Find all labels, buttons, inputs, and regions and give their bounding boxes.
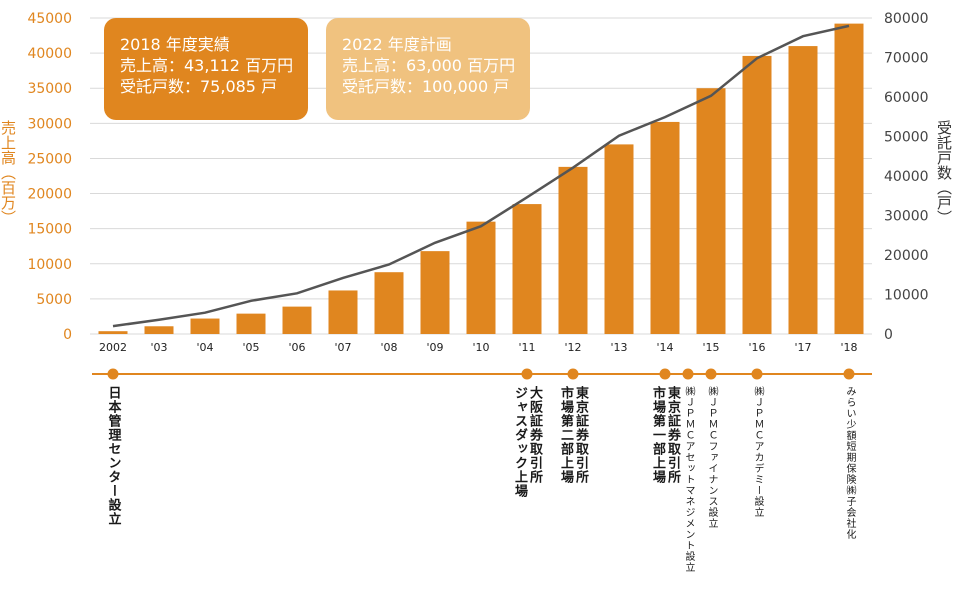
timeline-dot	[521, 368, 533, 380]
bar	[834, 23, 864, 335]
bar	[512, 204, 542, 334]
bar	[236, 313, 266, 334]
y-tick-left: 45000	[27, 11, 72, 27]
y-tick-right: 60000	[884, 90, 929, 106]
x-tick: '03	[150, 341, 167, 354]
x-tick: '18	[840, 341, 857, 354]
y-tick-right: 70000	[884, 51, 929, 67]
bar	[374, 272, 404, 334]
y-tick-left: 5000	[36, 292, 72, 308]
y-tick-left: 30000	[27, 116, 72, 132]
timeline-dot	[107, 368, 119, 380]
x-tick: '09	[426, 341, 443, 354]
timeline-event-label: ㈱ＪＰＭＣアセットマネジメント設立	[683, 386, 694, 573]
y-axis-title-right: 受託戸数（戸）	[935, 120, 953, 225]
bar	[604, 144, 634, 334]
plan-card: 2022 年度計画 売上高：63,000 百万円 受託戸数：100,000 戸	[326, 18, 530, 120]
y-tick-right: 10000	[884, 288, 929, 304]
y-tick-left: 25000	[27, 151, 72, 167]
timeline-event-label: ㈱ＪＰＭＣアカデミー設立	[752, 386, 763, 518]
x-axis: 2002 '03 '04 '05 '06 '07 '08 '09 '10 '11 '12 '13 '14…	[99, 341, 858, 354]
actual-card-title: 2018 年度実績	[120, 35, 230, 54]
timeline-dot	[705, 368, 717, 380]
x-tick: '12	[564, 341, 581, 354]
y-axis-left: 0 5000 10000 15000 20000 25000 30000 35000 40000…	[27, 11, 72, 343]
x-tick: '16	[748, 341, 765, 354]
bar	[282, 306, 312, 334]
x-tick: '08	[380, 341, 397, 354]
timeline-event-label: 東京証券取引所 市場第二部上場	[558, 386, 588, 484]
timeline-dot	[682, 368, 694, 380]
y-tick-left: 20000	[27, 187, 72, 203]
timeline-dot	[751, 368, 763, 380]
bar	[558, 166, 588, 334]
x-tick: '05	[242, 341, 259, 354]
bar-series	[98, 23, 864, 335]
y-axis-right: 0 10000 20000 30000 40000 50000 60000 70000 8000…	[884, 11, 929, 343]
plan-card-title: 2022 年度計画	[342, 35, 452, 54]
bar	[696, 88, 726, 334]
bar	[466, 221, 496, 334]
y-tick-right: 50000	[884, 130, 929, 146]
y-tick-right: 40000	[884, 169, 929, 185]
x-tick: '14	[656, 341, 673, 354]
y-tick-right: 80000	[884, 11, 929, 27]
x-tick: '07	[334, 341, 351, 354]
x-tick: 2002	[99, 341, 127, 354]
timeline-event-label: 大阪証券取引所 ジャスダック上場	[512, 386, 542, 498]
x-tick: '13	[610, 341, 627, 354]
y-tick-right: 0	[884, 327, 893, 343]
timeline-markers	[107, 368, 855, 380]
y-tick-left: 15000	[27, 222, 72, 238]
plan-card-sales: 売上高：63,000 百万円	[342, 56, 516, 75]
x-tick: '17	[794, 341, 811, 354]
y-tick-left: 35000	[27, 81, 72, 97]
plan-card-units: 受託戸数：100,000 戸	[342, 77, 510, 96]
timeline-dot	[659, 368, 671, 380]
bar	[190, 318, 220, 334]
timeline-event-label: 日本管理センター設立	[105, 386, 121, 526]
x-tick: '10	[472, 341, 489, 354]
y-axis-title-left: 売上高（百万）	[0, 120, 17, 225]
bar	[788, 46, 818, 334]
timeline-dot	[567, 368, 579, 380]
actual-card-units: 受託戸数：75,085 戸	[120, 77, 278, 96]
x-tick: '04	[196, 341, 213, 354]
actual-results-card: 2018 年度実績 売上高：43,112 百万円 受託戸数：75,085 戸	[104, 18, 308, 120]
line-series	[112, 24, 850, 328]
bar	[144, 326, 174, 334]
timeline-event-label: 東京証券取引所 市場第一部上場	[650, 386, 680, 484]
bar	[650, 121, 680, 334]
y-tick-left: 0	[63, 327, 72, 343]
y-tick-right: 20000	[884, 248, 929, 264]
bar	[328, 290, 358, 334]
y-tick-left: 40000	[27, 46, 72, 62]
x-tick: '15	[702, 341, 719, 354]
y-tick-left: 10000	[27, 257, 72, 273]
bar	[420, 251, 450, 334]
actual-card-sales: 売上高：43,112 百万円	[120, 56, 294, 75]
y-tick-right: 30000	[884, 209, 929, 225]
bar	[98, 331, 128, 334]
bar	[742, 55, 772, 335]
x-tick: '11	[518, 341, 535, 354]
timeline-dot	[843, 368, 855, 380]
timeline-event-label: みらい少額短期保険㈱子会社化	[844, 386, 855, 540]
timeline-event-label: ㈱ＪＰＭＣファイナンス設立	[706, 386, 717, 529]
x-tick: '06	[288, 341, 305, 354]
